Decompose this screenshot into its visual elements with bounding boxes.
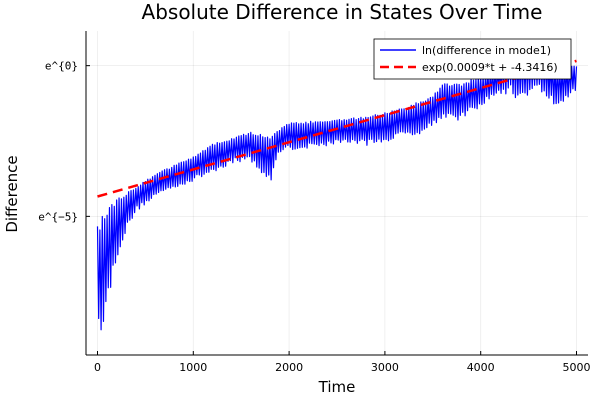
x-ticks: 0 1000 2000 3000 4000 5000 — [94, 351, 591, 374]
series-line-fit — [97, 59, 577, 198]
x-tick-label-0: 0 — [94, 361, 101, 374]
legend-label-0: ln(difference in mode1) — [422, 44, 551, 57]
x-tick-label-4: 4000 — [467, 361, 495, 374]
legend-box — [373, 38, 572, 80]
y-tick-label-0: e^{−5} — [38, 210, 78, 223]
series-line-mode1 — [96, 42, 578, 331]
y-ticks: e^{−5} e^{0} — [38, 60, 90, 223]
x-tick-label-3: 3000 — [371, 361, 399, 374]
x-tick-label-2: 2000 — [275, 361, 303, 374]
plot-area — [96, 42, 578, 331]
y-axis-label: Difference — [3, 155, 21, 232]
y-tick-label-1: e^{0} — [45, 60, 78, 73]
x-tick-label-1: 1000 — [179, 361, 207, 374]
legend-label-1: exp(0.0009*t + -4.3416) — [422, 61, 558, 74]
axes — [85, 31, 588, 356]
legend: ln(difference in mode1) exp(0.0009*t + -4… — [373, 38, 572, 80]
x-tick-label-5: 5000 — [563, 361, 591, 374]
x-axis-label: Time — [318, 378, 356, 396]
series-fit — [97, 59, 577, 198]
chart-title: Absolute Difference in States Over Time — [142, 0, 543, 24]
series-mode1 — [96, 42, 578, 331]
